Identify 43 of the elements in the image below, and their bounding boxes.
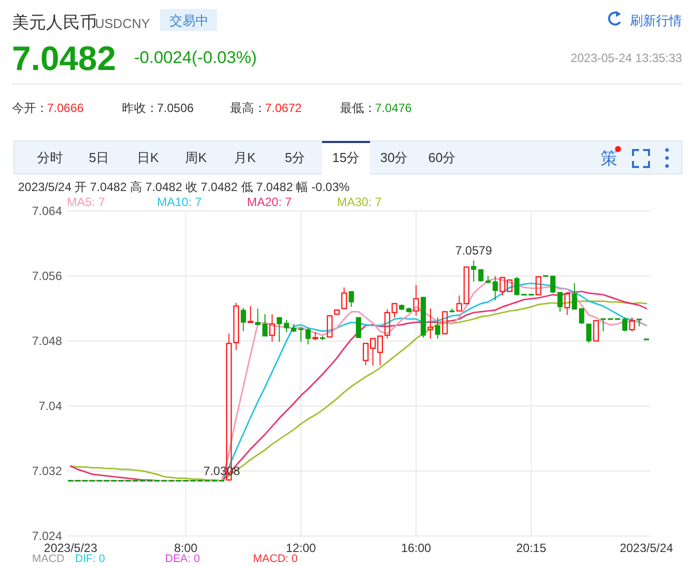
annotation: 15分 — [332, 150, 360, 165]
annotation: 2023/5/24 开 7.0482 高 7.0482 收 7.0482 低 7.0482 幅 -0.03% — [18, 180, 350, 194]
annotation: 60分 — [428, 150, 456, 165]
annotation: 5日 — [88, 150, 110, 165]
annotation: 5分 — [284, 150, 306, 165]
annotation: 日K — [137, 150, 159, 165]
annotation: 美元人民币 — [12, 13, 97, 32]
x-tick-label: 2023/5/23 — [44, 541, 98, 555]
annotation: DIF: 0 — [75, 553, 105, 565]
x-tick-label: 8:00 — [174, 541, 198, 555]
annotation: USDCNY — [95, 16, 150, 31]
y-tick-label: 7.056 — [32, 269, 62, 283]
annotation: -0.0024(-0.03%) — [134, 48, 257, 67]
annotation: MACD — [32, 553, 64, 565]
annotation: 7.0506 — [157, 101, 194, 115]
y-tick-label: 7.048 — [32, 334, 62, 348]
x-tick-label: 2023/5/24 — [620, 541, 674, 555]
annotation: 7.0672 — [265, 101, 302, 115]
annotation: 7.0579 — [455, 244, 492, 258]
annotation: 刷新行情 — [630, 13, 682, 28]
annotation: 月K — [234, 150, 256, 165]
annotation: 今开： — [12, 101, 48, 115]
x-tick-label: 20:15 — [516, 541, 547, 555]
x-tick-label: 16:00 — [401, 541, 432, 555]
annotation: 交易中 — [170, 13, 208, 28]
annotation: 周K — [185, 150, 207, 165]
y-tick-label: 7.04 — [38, 399, 62, 413]
y-tick-label: 7.024 — [32, 529, 62, 543]
annotation: 2023-05-24 13:35:33 — [570, 51, 682, 65]
annotation: 7.0666 — [47, 101, 84, 115]
annotation: 分时 — [37, 150, 63, 165]
annotation: DEA: 0 — [165, 553, 200, 565]
y-tick-label: 7.064 — [32, 204, 62, 218]
y-tick-label: 7.032 — [32, 464, 62, 478]
annotation: 昨收： — [122, 101, 158, 115]
annotation: 7.0476 — [375, 101, 412, 115]
annotation: 30分 — [380, 150, 408, 165]
annotation: 最低： — [340, 101, 376, 115]
annotation: 最高： — [230, 101, 266, 115]
annotation: 策 — [600, 149, 618, 168]
x-tick-label: 12:00 — [286, 541, 316, 555]
annotation: MACD: 0 — [253, 553, 298, 565]
annotation: 7.0482 — [12, 40, 116, 78]
